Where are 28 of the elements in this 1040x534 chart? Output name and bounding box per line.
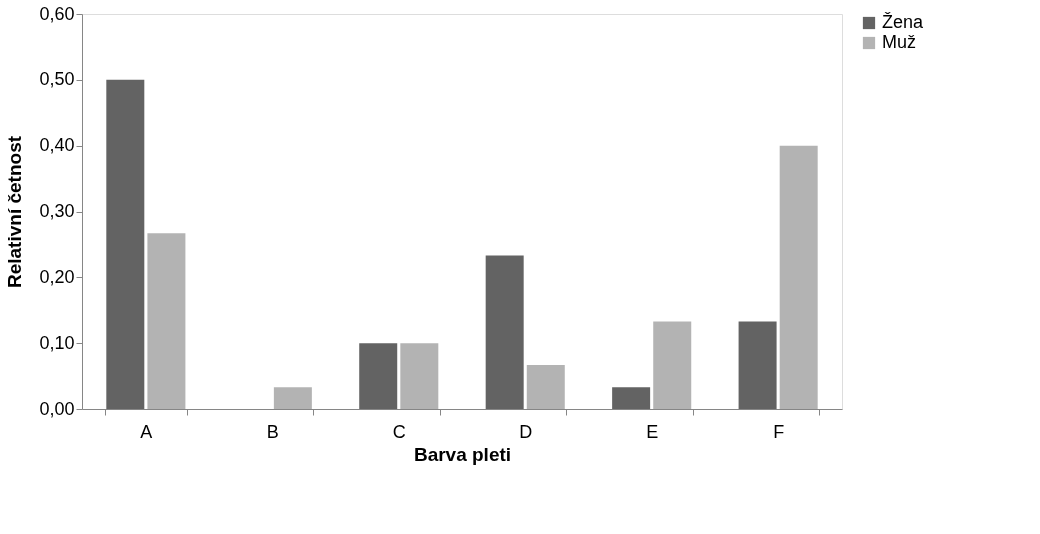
- x-axis-title: Barva pleti: [413, 443, 512, 465]
- y-tick-label: 0,50: [39, 69, 75, 90]
- legend-label: Žena: [882, 12, 925, 32]
- bar: [526, 364, 565, 409]
- y-tick-label: 0,40: [39, 135, 75, 156]
- x-tick-label: C: [392, 421, 406, 442]
- x-tick-label: E: [646, 421, 659, 442]
- bar: [485, 255, 524, 409]
- x-tick-label: D: [519, 421, 533, 442]
- bar: [738, 321, 777, 409]
- y-tick-label: 0,00: [39, 398, 75, 419]
- y-tick-label: 0,10: [39, 332, 75, 353]
- y-tick-label: 0,20: [39, 266, 75, 287]
- x-tick-label: F: [773, 421, 785, 442]
- bar: [400, 343, 439, 409]
- bar: [359, 343, 398, 409]
- legend-label: Muž: [882, 32, 917, 52]
- y-tick-label: 0,60: [39, 3, 75, 24]
- y-axis-title: Relativní četnost: [4, 135, 26, 289]
- bar: [147, 233, 186, 409]
- x-tick-label: B: [266, 421, 279, 442]
- bar: [106, 79, 145, 409]
- bar: [612, 387, 651, 409]
- bar: [779, 145, 818, 409]
- bar: [273, 387, 312, 409]
- bar: [653, 321, 692, 409]
- y-tick-label: 0,30: [39, 201, 75, 221]
- x-tick-label: A: [140, 421, 153, 442]
